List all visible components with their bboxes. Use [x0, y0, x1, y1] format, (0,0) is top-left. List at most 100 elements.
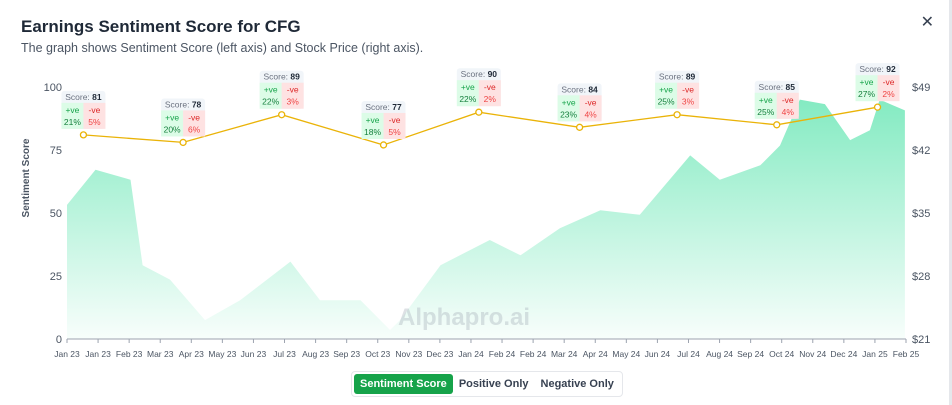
positive-cell	[456, 80, 479, 107]
negative-value: 4%	[782, 107, 795, 117]
positive-label: +ve	[264, 85, 278, 95]
negative-label: -ve	[89, 105, 101, 115]
right-tick-label: $35	[912, 208, 930, 220]
score-label: Score: 89	[659, 72, 696, 82]
positive-cell	[655, 82, 678, 109]
positive-cell	[259, 82, 282, 109]
x-tick-label: May 23	[208, 349, 236, 359]
left-axis-label: Sentiment Score	[21, 138, 32, 217]
left-tick-label: 100	[44, 82, 62, 94]
negative-value: 6%	[188, 124, 201, 134]
negative-label: -ve	[389, 115, 401, 125]
negative-label: -ve	[883, 77, 895, 87]
positive-value: 18%	[364, 127, 381, 137]
x-tick-label: Sep 23	[333, 349, 360, 359]
negative-label: -ve	[287, 85, 299, 95]
negative-only-button[interactable]: Negative Only	[540, 378, 614, 390]
negative-cell	[579, 95, 602, 122]
x-tick-label: Jan 23	[54, 349, 80, 359]
negative-cell	[776, 92, 799, 119]
score-label: Score: 90	[461, 69, 498, 79]
negative-value: 3%	[287, 97, 300, 107]
sentiment-score-button[interactable]: Sentiment Score	[354, 374, 453, 394]
x-tick-label: Jul 23	[273, 349, 296, 359]
score-label: Score: 85	[759, 82, 796, 92]
x-tick-label: Apr 23	[179, 349, 204, 359]
positive-label: +ve	[461, 82, 475, 92]
negative-value: 4%	[584, 109, 597, 119]
x-tick-label: Apr 24	[583, 349, 608, 359]
positive-label: +ve	[366, 115, 380, 125]
x-tick-label: Nov 24	[799, 349, 826, 359]
negative-label: -ve	[484, 82, 496, 92]
x-tick-label: May 24	[612, 349, 640, 359]
x-tick-label: Feb 23	[116, 349, 143, 359]
score-label: Score: 77	[365, 102, 402, 112]
left-tick-label: 50	[50, 208, 62, 220]
negative-cell	[83, 102, 106, 129]
left-tick-label: 25	[50, 271, 62, 283]
left-tick-label: 0	[56, 334, 62, 346]
negative-label: -ve	[188, 112, 200, 122]
x-tick-label: Aug 24	[706, 349, 733, 359]
sentiment-point	[379, 141, 388, 149]
left-tick-label: 75	[50, 145, 62, 157]
x-tick-label: Mar 23	[147, 349, 174, 359]
negative-cell	[281, 82, 304, 109]
positive-cell	[361, 112, 384, 139]
positive-cell	[161, 110, 184, 137]
chart-subtitle: The graph shows Sentiment Score (left ax…	[21, 41, 424, 55]
scrollbar[interactable]	[949, 0, 952, 405]
score-label: Score: 89	[263, 72, 300, 82]
positive-label: +ve	[65, 105, 79, 115]
x-tick-label: Feb 24	[489, 349, 516, 359]
close-icon[interactable]: ✕	[920, 14, 934, 31]
positive-value: 23%	[560, 109, 577, 119]
negative-value: 5%	[388, 127, 401, 137]
negative-cell	[183, 110, 206, 137]
x-tick-label: Jun 24	[645, 349, 671, 359]
x-tick-label: Jan 24	[458, 349, 484, 359]
x-tick-label: Sep 24	[737, 349, 764, 359]
positive-label: +ve	[759, 95, 773, 105]
price-area	[67, 99, 905, 339]
x-tick-label: Feb 25	[893, 349, 920, 359]
score-label: Score: 78	[165, 99, 202, 109]
x-tick-label: Oct 23	[365, 349, 390, 359]
sentiment-point	[773, 121, 781, 129]
sentiment-point	[873, 103, 882, 111]
x-tick-label: Nov 23	[395, 349, 422, 359]
x-tick-label: Oct 24	[769, 349, 794, 359]
x-tick-label: Jan 25	[862, 349, 888, 359]
view-toggle: Sentiment Score Positive Only Negative O…	[351, 371, 623, 397]
right-tick-label: $28	[912, 271, 930, 283]
right-tick-label: $42	[912, 145, 930, 157]
positive-label: +ve	[562, 97, 576, 107]
positive-value: 27%	[858, 89, 875, 99]
positive-value: 25%	[757, 107, 774, 117]
sentiment-point	[278, 111, 286, 119]
positive-value: 25%	[658, 97, 675, 107]
positive-value: 20%	[164, 124, 181, 134]
positive-cell	[61, 102, 84, 129]
positive-cell	[855, 75, 878, 102]
negative-value: 2%	[484, 94, 497, 104]
x-tick-label: Jan 23	[85, 349, 111, 359]
negative-label: -ve	[585, 97, 597, 107]
negative-label: -ve	[782, 95, 794, 105]
x-tick-label: Dec 24	[830, 349, 857, 359]
score-label: Score: 84	[561, 84, 598, 94]
positive-value: 22%	[459, 94, 476, 104]
negative-label: -ve	[682, 85, 694, 95]
sentiment-point	[475, 108, 483, 116]
positive-value: 22%	[262, 97, 279, 107]
negative-cell	[383, 112, 406, 139]
x-tick-label: Mar 24	[551, 349, 578, 359]
sentiment-point	[673, 111, 681, 119]
x-tick-label: Dec 23	[426, 349, 453, 359]
positive-cell	[557, 95, 580, 122]
positive-only-button[interactable]: Positive Only	[458, 378, 529, 390]
score-label: Score: 92	[859, 64, 896, 74]
